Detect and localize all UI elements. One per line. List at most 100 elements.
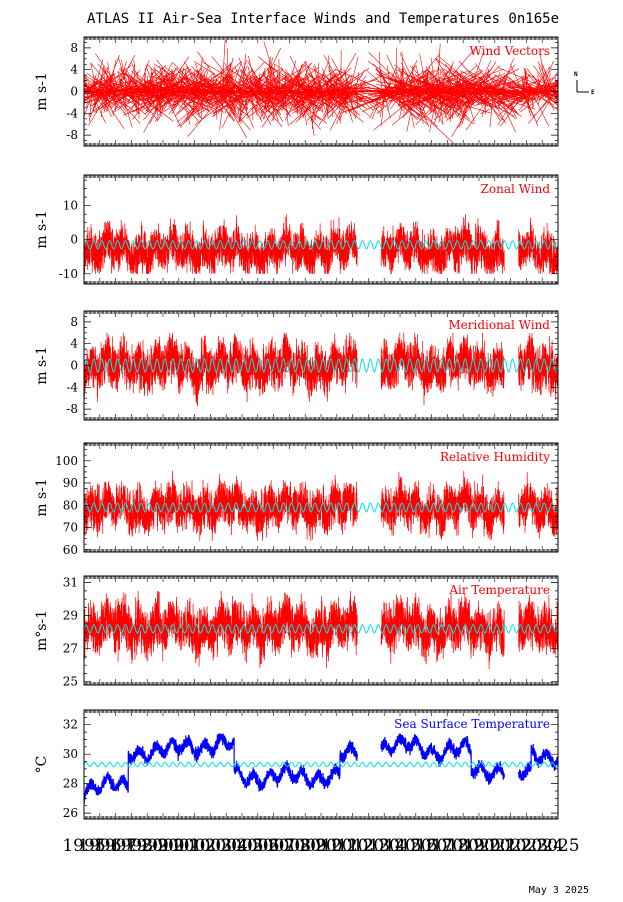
x-tick-label: 2016 <box>394 836 437 856</box>
panel-air-temperature: 25 27 29 31 m°s-1 Air Temperature <box>34 575 559 689</box>
date-stamp: May 3 2025 <box>529 885 589 896</box>
x-tick-label: 2002 <box>173 836 216 856</box>
panel-title: Sea Surface Temperature <box>394 717 550 731</box>
x-tick-label: 2001 <box>157 836 200 856</box>
x-tick-label: 2022 <box>489 836 532 856</box>
series-meridional-wind <box>84 332 558 407</box>
y-tick-label: 100 <box>55 454 78 468</box>
plot-area-meridional-wind <box>84 332 558 407</box>
y-axis-label: m s-1 <box>34 478 50 517</box>
y-tick-label: 31 <box>63 576 78 590</box>
x-ticks <box>83 37 559 146</box>
x-ticks <box>83 710 559 819</box>
y-axis-zonal-wind: -10 0 10 <box>59 179 558 283</box>
y-tick-label: 28 <box>63 777 78 791</box>
compass-rose: N E <box>574 71 595 96</box>
y-axis-air-temperature: 25 27 29 31 <box>63 576 558 689</box>
y-axis-label: m s-1 <box>34 210 50 249</box>
x-tick-label: 2024 <box>521 836 564 856</box>
y-tick-label: -8 <box>66 402 78 416</box>
x-tick-label: 2014 <box>363 836 406 856</box>
y-tick-label: 4 <box>70 63 78 77</box>
climatology-sea-surface-temperature <box>84 761 558 768</box>
y-tick-label: -8 <box>66 128 78 142</box>
y-tick-label: -10 <box>59 267 78 281</box>
plot-area-wind-vectors <box>84 39 558 146</box>
y-axis-label: °C <box>34 756 50 774</box>
x-tick-label: 2015 <box>378 836 421 856</box>
panel-title: Meridional Wind <box>448 318 550 332</box>
y-tick-label: 60 <box>63 543 78 557</box>
y-tick-label: 30 <box>63 747 78 761</box>
panel-wind-vectors: -8 -4 0 4 8 m s-1 Wind Vectors <box>34 36 559 147</box>
plot-area-relative-humidity <box>84 470 558 541</box>
figure-title: ATLAS II Air-Sea Interface Winds and Tem… <box>87 11 559 27</box>
plot-area-air-temperature <box>84 590 558 670</box>
y-axis-meridional-wind: -8 -4 0 4 8 <box>66 310 558 421</box>
compass-north-label: N <box>574 71 578 78</box>
x-tick-label: 2013 <box>347 836 390 856</box>
x-tick-label: 2023 <box>505 836 548 856</box>
x-tick-label: 2011 <box>315 836 358 856</box>
x-ticks <box>83 311 559 420</box>
panel-title: Relative Humidity <box>440 450 550 464</box>
panel-relative-humidity: 60 70 80 90 100 m s-1 Relative Humidity <box>34 442 559 557</box>
y-tick-label: 10 <box>63 199 78 213</box>
y-tick-label: 80 <box>63 498 78 512</box>
compass-east-label: E <box>591 89 595 96</box>
panel-title: Wind Vectors <box>469 44 550 58</box>
panel-title: Zonal Wind <box>481 182 551 196</box>
y-axis-wind-vectors: -8 -4 0 4 8 <box>66 36 558 147</box>
x-tick-label: 2019 <box>442 836 485 856</box>
y-ticks <box>84 443 558 551</box>
x-tick-label: 2008 <box>268 836 311 856</box>
x-tick-label: 1996 <box>78 836 121 856</box>
y-ticks <box>84 310 558 421</box>
climatology-relative-humidity <box>84 502 558 513</box>
x-tick-label: 2021 <box>473 836 516 856</box>
plot-area-zonal-wind <box>84 214 558 275</box>
chart-panels: -8 -4 0 4 8 m s-1 Wind Vectors -10 0 10 m s-1 Zonal… <box>34 36 559 820</box>
y-tick-label: 26 <box>63 806 78 820</box>
y-ticks <box>84 179 558 283</box>
y-axis-label: m s-1 <box>34 346 50 385</box>
y-tick-label: 29 <box>63 609 78 623</box>
x-tick-label: 2020 <box>457 836 500 856</box>
x-tick-label: 2005 <box>220 836 263 856</box>
y-axis-label: m s-1 <box>34 72 50 111</box>
y-tick-label: 0 <box>70 233 78 247</box>
x-tick-label: 2004 <box>205 836 248 856</box>
x-tick-label: 2012 <box>331 836 374 856</box>
y-tick-label: 8 <box>70 41 78 55</box>
x-tick-label: 2003 <box>189 836 232 856</box>
x-tick-label: 1995 <box>62 836 105 856</box>
x-tick-label: 2000 <box>141 836 184 856</box>
y-tick-label: -4 <box>66 106 78 120</box>
series-air-temperature <box>84 590 558 670</box>
x-tick-label: 1998 <box>110 836 153 856</box>
x-tick-label: 1997 <box>94 836 137 856</box>
climatology-meridional-wind <box>84 358 558 373</box>
panel-zonal-wind: -10 0 10 m s-1 Zonal Wind <box>34 174 559 285</box>
x-tick-label: 2009 <box>284 836 327 856</box>
climatology-zonal-wind <box>84 240 558 250</box>
y-axis-label: m°s-1 <box>34 610 50 651</box>
y-tick-label: 90 <box>63 476 78 490</box>
x-ticks <box>83 443 559 552</box>
y-tick-label: 27 <box>63 642 78 656</box>
y-tick-label: 4 <box>70 337 78 351</box>
x-tick-label: 1999 <box>126 836 169 856</box>
y-ticks <box>84 709 558 814</box>
x-tick-label: 2017 <box>410 836 453 856</box>
series-sea-surface-temperature <box>84 733 558 804</box>
x-tick-label: 2025 <box>536 836 579 856</box>
panel-title: Air Temperature <box>448 583 550 597</box>
x-tick-label: 2010 <box>299 836 342 856</box>
plot-area-sea-surface-temperature <box>84 733 558 804</box>
wind-vector-sticks <box>84 39 558 146</box>
climatology-air-temperature <box>84 624 558 634</box>
y-axis-relative-humidity: 60 70 80 90 100 <box>55 443 558 557</box>
y-tick-label: 70 <box>63 521 78 535</box>
panel-meridional-wind: -8 -4 0 4 8 m s-1 Meridional Wind <box>34 310 559 421</box>
